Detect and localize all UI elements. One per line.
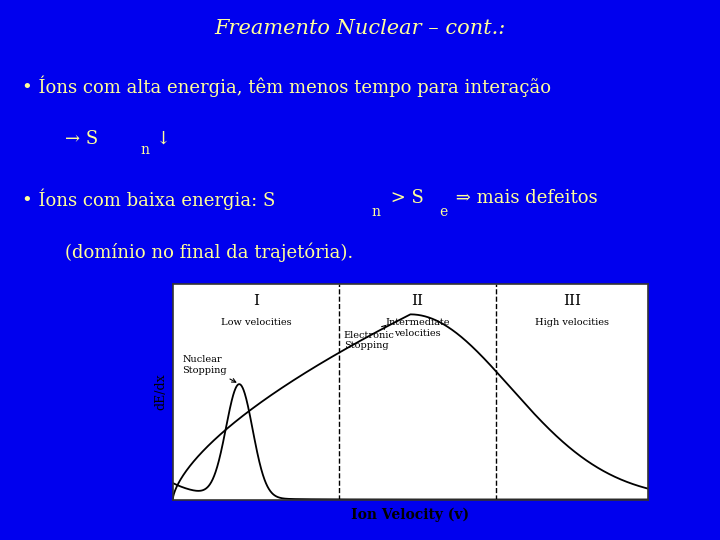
Text: Low velocities: Low velocities bbox=[220, 319, 292, 327]
Text: n: n bbox=[372, 205, 380, 219]
Text: ↓: ↓ bbox=[155, 130, 170, 147]
Text: Freamento Nuclear – cont.:: Freamento Nuclear – cont.: bbox=[215, 19, 505, 38]
Text: ⇒ mais defeitos: ⇒ mais defeitos bbox=[450, 189, 598, 207]
Text: I: I bbox=[253, 294, 259, 308]
Text: High velocities: High velocities bbox=[535, 319, 609, 327]
Text: e: e bbox=[439, 205, 447, 219]
Text: III: III bbox=[563, 294, 581, 308]
Text: • Íons com alta energia, têm menos tempo para interação: • Íons com alta energia, têm menos tempo… bbox=[22, 76, 551, 97]
Text: II: II bbox=[412, 294, 423, 308]
X-axis label: Ion Velocity (v): Ion Velocity (v) bbox=[351, 508, 469, 522]
Text: • Íons com baixa energia: S: • Íons com baixa energia: S bbox=[22, 189, 275, 211]
Text: Electronic
Stopping: Electronic Stopping bbox=[344, 326, 395, 350]
Text: → S: → S bbox=[65, 130, 98, 147]
Text: Intermediate
velocities: Intermediate velocities bbox=[385, 319, 450, 338]
Y-axis label: dE/dx: dE/dx bbox=[154, 373, 167, 410]
Text: n: n bbox=[140, 143, 150, 157]
Text: Nuclear
Stopping: Nuclear Stopping bbox=[182, 355, 235, 382]
Text: > S: > S bbox=[385, 189, 424, 207]
Text: (domínio no final da trajetória).: (domínio no final da trajetória). bbox=[65, 243, 353, 262]
